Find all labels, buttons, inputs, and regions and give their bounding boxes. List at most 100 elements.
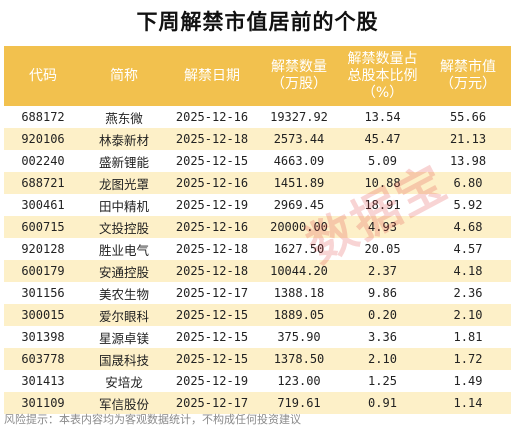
cell-name: 田中精机 (82, 194, 166, 216)
cell-name: 星源卓镁 (82, 326, 166, 348)
table-row: 688721 龙图光罩 2025-12-16 1451.89 10.88 6.80 (4, 172, 511, 194)
cell-name: 美农生物 (82, 282, 166, 304)
cell-date: 2025-12-19 (166, 370, 258, 392)
cell-unlock-ratio: 3.36 (340, 326, 425, 348)
cell-code: 301156 (4, 282, 82, 304)
table-row: 300015 爱尔眼科 2025-12-15 1889.05 0.20 2.10 (4, 304, 511, 326)
cell-name: 林泰新材 (82, 128, 166, 150)
cell-unlock-ratio: 45.47 (340, 128, 425, 150)
cell-name: 龙图光罩 (82, 172, 166, 194)
cell-code: 300015 (4, 304, 82, 326)
cell-name: 盛新锂能 (82, 150, 166, 172)
table-row: 301398 星源卓镁 2025-12-15 375.90 3.36 1.81 (4, 326, 511, 348)
cell-unlock-qty: 20000.00 (258, 216, 340, 238)
cell-unlock-value: 55.66 (425, 106, 511, 128)
cell-date: 2025-12-15 (166, 304, 258, 326)
header-name: 简称 (82, 46, 166, 106)
cell-unlock-qty: 719.61 (258, 392, 340, 414)
header-date: 解禁日期 (166, 46, 258, 106)
table-row: 688172 燕东微 2025-12-16 19327.92 13.54 55.66 (4, 106, 511, 128)
cell-date: 2025-12-19 (166, 194, 258, 216)
cell-unlock-ratio: 0.20 (340, 304, 425, 326)
cell-code: 688172 (4, 106, 82, 128)
table-row: 300461 田中精机 2025-12-19 2969.45 18.91 5.92 (4, 194, 511, 216)
cell-unlock-value: 1.81 (425, 326, 511, 348)
cell-unlock-ratio: 9.86 (340, 282, 425, 304)
cell-date: 2025-12-16 (166, 172, 258, 194)
cell-unlock-value: 4.68 (425, 216, 511, 238)
cell-unlock-ratio: 20.05 (340, 238, 425, 260)
table-row: 603778 国晟科技 2025-12-15 1378.50 2.10 1.72 (4, 348, 511, 370)
table-row: 600179 安通控股 2025-12-18 10044.20 2.37 4.18 (4, 260, 511, 282)
cell-code: 301398 (4, 326, 82, 348)
cell-date: 2025-12-16 (166, 106, 258, 128)
cell-unlock-value: 1.49 (425, 370, 511, 392)
cell-unlock-value: 13.98 (425, 150, 511, 172)
cell-date: 2025-12-18 (166, 238, 258, 260)
cell-code: 600715 (4, 216, 82, 238)
unlock-table: 代码 简称 解禁日期 解禁数量 （万股） 解禁数量占 总股本比例 （%） 解禁市值 （万元） 68… (4, 46, 511, 414)
cell-unlock-ratio: 1.25 (340, 370, 425, 392)
cell-name: 安培龙 (82, 370, 166, 392)
table-row: 301156 美农生物 2025-12-17 1388.18 9.86 2.36 (4, 282, 511, 304)
cell-name: 军信股份 (82, 392, 166, 414)
cell-unlock-qty: 123.00 (258, 370, 340, 392)
cell-code: 920128 (4, 238, 82, 260)
cell-name: 文投控股 (82, 216, 166, 238)
cell-unlock-qty: 10044.20 (258, 260, 340, 282)
cell-unlock-ratio: 13.54 (340, 106, 425, 128)
cell-unlock-qty: 19327.92 (258, 106, 340, 128)
cell-unlock-value: 5.92 (425, 194, 511, 216)
table-row: 002240 盛新锂能 2025-12-15 4663.09 5.09 13.98 (4, 150, 511, 172)
cell-unlock-ratio: 4.93 (340, 216, 425, 238)
cell-code: 688721 (4, 172, 82, 194)
cell-date: 2025-12-15 (166, 150, 258, 172)
risk-disclaimer: 风险提示：本表内容均为客观数据统计，不构成任何投资建议 (4, 413, 301, 426)
cell-unlock-qty: 4663.09 (258, 150, 340, 172)
cell-unlock-qty: 1889.05 (258, 304, 340, 326)
cell-unlock-value: 1.72 (425, 348, 511, 370)
cell-unlock-qty: 1451.89 (258, 172, 340, 194)
page-title: 下周解禁市值居前的个股 (136, 10, 379, 34)
cell-unlock-ratio: 10.88 (340, 172, 425, 194)
table-row: 920128 胜业电气 2025-12-18 1627.50 20.05 4.57 (4, 238, 511, 260)
cell-unlock-qty: 1378.50 (258, 348, 340, 370)
cell-unlock-qty: 1388.18 (258, 282, 340, 304)
table-body: 688172 燕东微 2025-12-16 19327.92 13.54 55.66 920… (4, 106, 511, 414)
cell-date: 2025-12-18 (166, 260, 258, 282)
table-header-row: 代码 简称 解禁日期 解禁数量 （万股） 解禁数量占 总股本比例 （%） 解禁市值 （万元） (4, 46, 511, 106)
cell-date: 2025-12-16 (166, 216, 258, 238)
table-row: 600715 文投控股 2025-12-16 20000.00 4.93 4.68 (4, 216, 511, 238)
cell-unlock-qty: 2573.44 (258, 128, 340, 150)
table-row: 301109 军信股份 2025-12-17 719.61 0.91 1.14 (4, 392, 511, 414)
cell-unlock-qty: 2969.45 (258, 194, 340, 216)
cell-name: 国晟科技 (82, 348, 166, 370)
cell-unlock-value: 4.18 (425, 260, 511, 282)
cell-name: 爱尔眼科 (82, 304, 166, 326)
cell-unlock-value: 6.80 (425, 172, 511, 194)
cell-date: 2025-12-17 (166, 392, 258, 414)
cell-unlock-value: 2.36 (425, 282, 511, 304)
cell-code: 300461 (4, 194, 82, 216)
cell-code: 301413 (4, 370, 82, 392)
cell-name: 安通控股 (82, 260, 166, 282)
cell-date: 2025-12-18 (166, 128, 258, 150)
cell-unlock-value: 2.10 (425, 304, 511, 326)
cell-unlock-ratio: 2.37 (340, 260, 425, 282)
cell-name: 燕东微 (82, 106, 166, 128)
header-unlock-qty: 解禁数量 （万股） (258, 46, 340, 106)
cell-unlock-value: 1.14 (425, 392, 511, 414)
table-row: 920106 林泰新材 2025-12-18 2573.44 45.47 21.13 (4, 128, 511, 150)
cell-code: 920106 (4, 128, 82, 150)
cell-unlock-ratio: 2.10 (340, 348, 425, 370)
cell-date: 2025-12-15 (166, 348, 258, 370)
cell-unlock-value: 4.57 (425, 238, 511, 260)
cell-unlock-ratio: 5.09 (340, 150, 425, 172)
cell-code: 301109 (4, 392, 82, 414)
cell-date: 2025-12-15 (166, 326, 258, 348)
table-row: 301413 安培龙 2025-12-19 123.00 1.25 1.49 (4, 370, 511, 392)
cell-code: 603778 (4, 348, 82, 370)
cell-unlock-qty: 375.90 (258, 326, 340, 348)
header-unlock-value: 解禁市值 （万元） (425, 46, 511, 106)
cell-name: 胜业电气 (82, 238, 166, 260)
